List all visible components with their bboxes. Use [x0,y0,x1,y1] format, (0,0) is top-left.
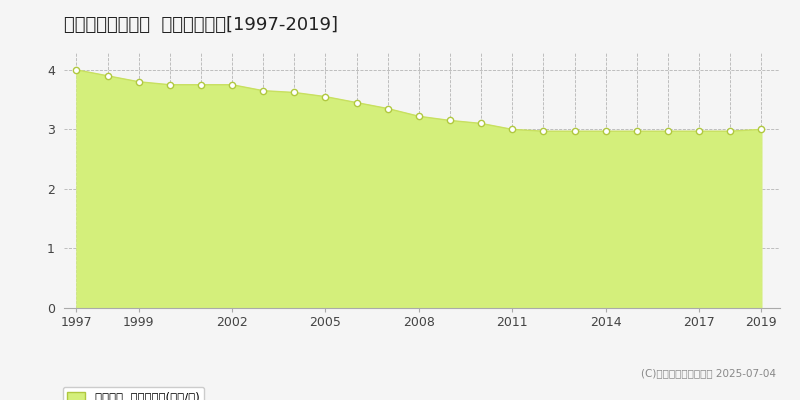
Text: (C)土地価格ドットコム 2025-07-04: (C)土地価格ドットコム 2025-07-04 [641,368,776,378]
Text: 紋別郡遠軽町南町  基準地価推移[1997-2019]: 紋別郡遠軽町南町 基準地価推移[1997-2019] [64,16,338,34]
Legend: 基準地価  平均坪単価(万円/坪): 基準地価 平均坪単価(万円/坪) [62,387,204,400]
